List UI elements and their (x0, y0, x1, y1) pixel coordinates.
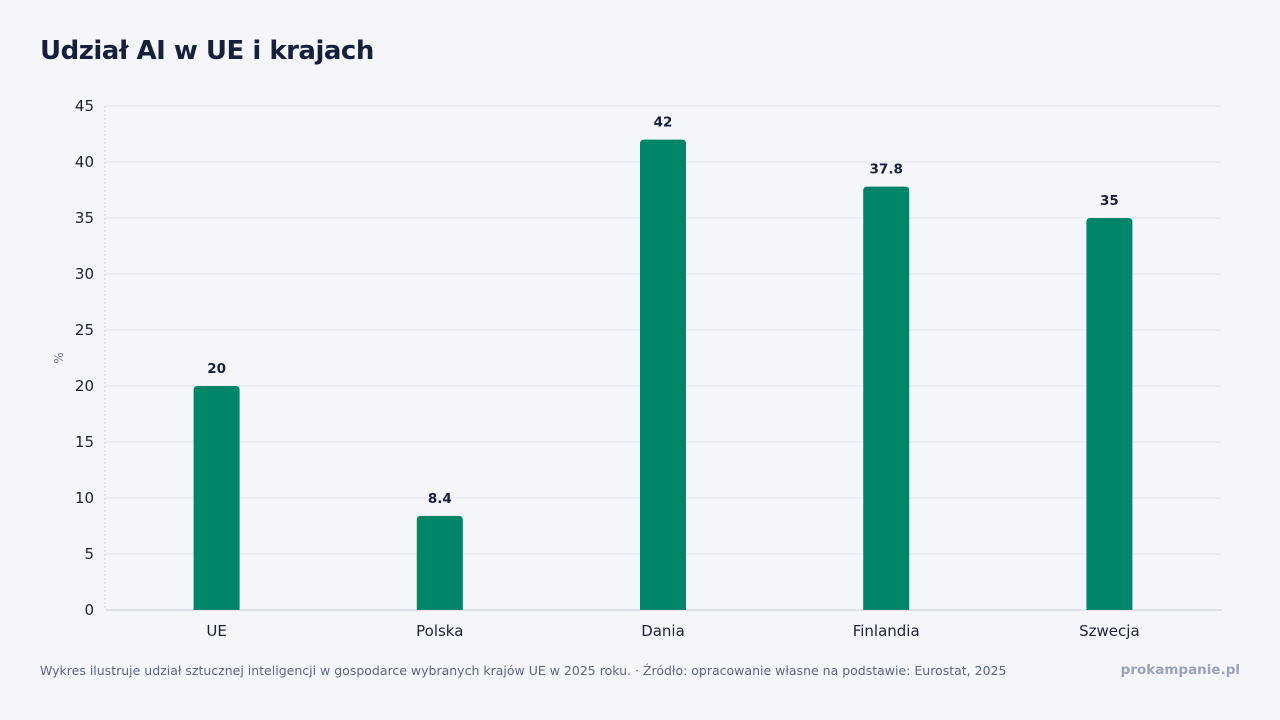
x-tick-label: Polska (416, 622, 463, 640)
bar-value-label: 42 (654, 115, 673, 131)
y-tick-label: 30 (75, 265, 94, 283)
bar-szwecja[interactable] (1086, 218, 1133, 610)
bar-dania[interactable] (640, 139, 686, 610)
footer-note: Wykres ilustruje udział sztucznej inteli… (40, 663, 1007, 678)
y-tick-label: 25 (75, 321, 94, 339)
bar-value-label: 20 (207, 361, 226, 377)
y-tick-label: 35 (75, 209, 94, 227)
y-tick-label: 10 (75, 489, 94, 507)
x-tick-label: Szwecja (1079, 622, 1140, 640)
y-tick-label: 5 (84, 545, 94, 563)
y-tick-label: 40 (75, 153, 94, 171)
bars (193, 139, 1133, 610)
bar-value-label: 37.8 (870, 162, 903, 178)
chart-title: Udział AI w UE i krajach (40, 36, 374, 66)
y-axis-label: % (52, 352, 66, 363)
bar-value-label: 35 (1100, 193, 1119, 209)
y-tick-label: 20 (75, 377, 94, 395)
x-tick-label: Finlandia (853, 622, 920, 640)
bar-ue[interactable] (193, 386, 240, 610)
footer-brand[interactable]: prokampanie.pl (1120, 662, 1240, 678)
y-tick-label: 0 (84, 601, 94, 619)
bar-finlandia[interactable] (863, 186, 910, 610)
y-tick-label: 15 (75, 433, 94, 451)
bar-polska[interactable] (416, 515, 463, 610)
x-tick-label: Dania (641, 622, 685, 640)
y-tick-label: 45 (75, 97, 94, 115)
x-tick-label: UE (206, 622, 226, 640)
labels: 0 5 10 15 20 25 30 35 40 45% 20 UE 8.4 Polska 42 Dania 3… (52, 97, 1140, 640)
bar-value-label: 8.4 (428, 491, 452, 507)
